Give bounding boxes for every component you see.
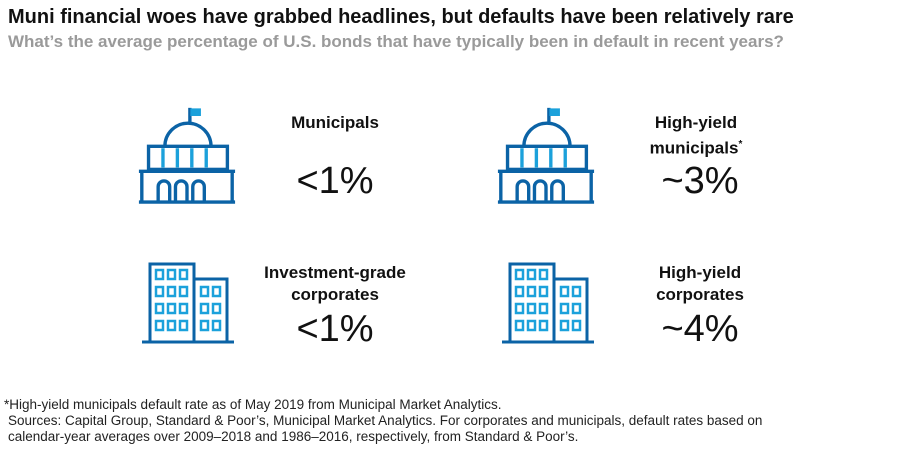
page-title: Muni financial woes have grabbed headlin… [8,6,794,28]
item-value-high-yield-municipals: ~3% [661,160,739,202]
footnote-sources-cont: calendar-year averages over 2009–2018 an… [8,429,579,444]
capitol-icon [137,106,237,204]
footnote-asterisk: *High-yield municipals default rate as o… [4,397,502,412]
page-subtitle: What’s the average percentage of U.S. bo… [8,32,784,51]
item-label-high-yield-corporates: High-yield corporates [600,262,800,306]
footnote-mark: * [738,139,743,150]
footnotes: *High-yield municipals default rate as o… [4,397,762,445]
item-value-investment-grade-corporates: <1% [296,308,374,350]
item-value-high-yield-corporates: ~4% [661,308,739,350]
footnote-sources: Sources: Capital Group, Standard & Poor’… [8,413,763,428]
label-text: Investment-grade corporates [264,263,406,304]
label-text: High-yield municipals [649,113,739,158]
item-value-municipals: <1% [296,160,374,202]
capitol-icon [496,106,596,204]
item-label-high-yield-municipals: High-yield municipals* [596,112,796,160]
label-text: High-yield corporates [656,263,744,304]
item-label-investment-grade-corporates: Investment-grade corporates [235,262,435,306]
office-building-icon [500,262,596,344]
office-building-icon [140,262,236,344]
item-label-municipals: Municipals [291,113,379,132]
